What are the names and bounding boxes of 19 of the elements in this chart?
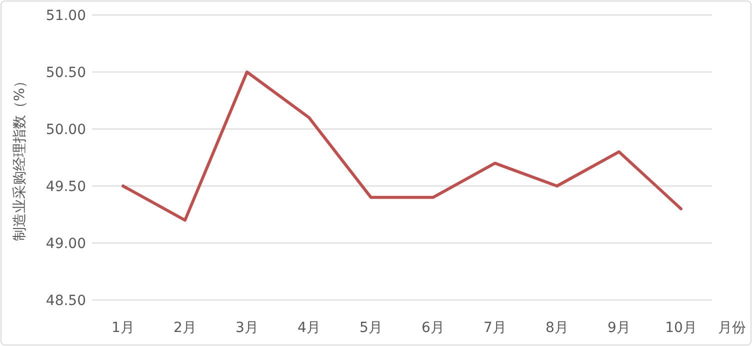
y-tick-label: 50.00 <box>46 122 86 138</box>
y-axis-title: 制造业采购经理指数（%） <box>12 74 28 242</box>
y-tick-label: 49.00 <box>46 236 86 252</box>
x-tick-label: 8月 <box>546 320 568 336</box>
line-series <box>122 70 682 222</box>
x-tick-label: 6月 <box>422 320 444 336</box>
y-tick-label: 50.50 <box>46 65 86 81</box>
x-tick-label: 3月 <box>236 320 258 336</box>
x-tick-label: 1月 <box>112 320 134 336</box>
x-tick-label: 5月 <box>360 320 382 336</box>
x-axis-title: 月份 <box>718 320 746 336</box>
y-tick-label: 51.00 <box>46 8 86 24</box>
x-tick-label: 9月 <box>608 320 630 336</box>
x-tick-label: 10月 <box>665 320 697 336</box>
y-tick-label: 48.50 <box>46 293 86 309</box>
x-tick-label: 4月 <box>298 320 320 336</box>
y-tick-label: 49.50 <box>46 179 86 195</box>
x-tick-label: 2月 <box>174 320 196 336</box>
x-tick-label: 7月 <box>484 320 506 336</box>
